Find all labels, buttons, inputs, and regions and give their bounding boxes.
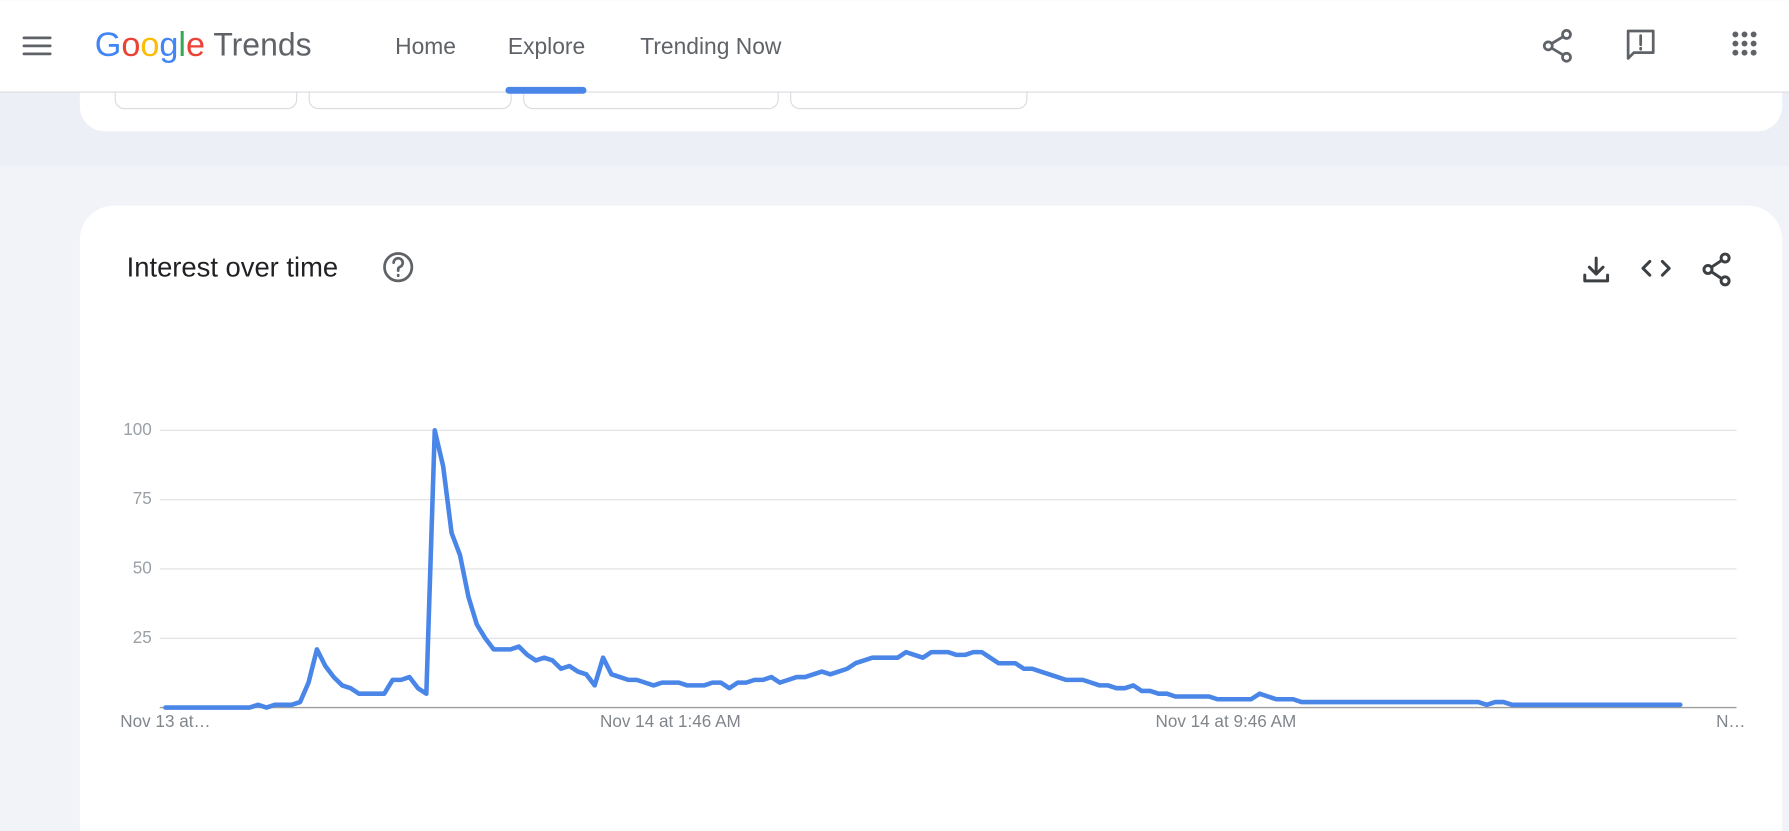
feedback-icon[interactable]	[1626, 29, 1655, 60]
download-icon[interactable]	[1583, 256, 1610, 283]
series-line	[163, 428, 1683, 710]
nav-explore[interactable]: Explore	[508, 33, 585, 59]
x-tick-label: Nov 13 at…	[120, 712, 210, 731]
share-icon[interactable]	[1702, 252, 1731, 287]
plot: 25 50 75 100 Nov 13 at… Nov 14 at 1:46 AM Nov …	[120, 420, 1745, 731]
share-icon[interactable]	[1542, 29, 1572, 63]
embed-icon[interactable]	[1641, 259, 1671, 277]
logo-product[interactable]: Trends	[213, 26, 311, 62]
x-tick-label: Nov 14 at 1:46 AM	[600, 712, 741, 731]
chart-title: Interest over time	[127, 252, 338, 283]
x-tick-label: Nov 14 at 9:46 AM	[1155, 712, 1296, 731]
logo-brand[interactable]: Google	[95, 26, 205, 64]
apps-icon[interactable]	[1732, 31, 1757, 56]
band	[0, 131, 1789, 166]
x-tick-label: N…	[1716, 712, 1745, 731]
nav-home[interactable]: Home	[395, 33, 456, 59]
chart-card	[79, 205, 1783, 831]
y-tick-label: 100	[123, 420, 152, 439]
nav-underline	[505, 86, 587, 94]
nav-trending[interactable]: Trending Now	[640, 33, 782, 59]
help-icon[interactable]	[383, 252, 414, 283]
header	[0, 0, 1789, 92]
y-tick-label: 75	[133, 489, 152, 508]
y-tick-label: 50	[133, 558, 152, 577]
menu-icon[interactable]	[22, 36, 52, 56]
y-tick-label: 25	[133, 628, 152, 647]
